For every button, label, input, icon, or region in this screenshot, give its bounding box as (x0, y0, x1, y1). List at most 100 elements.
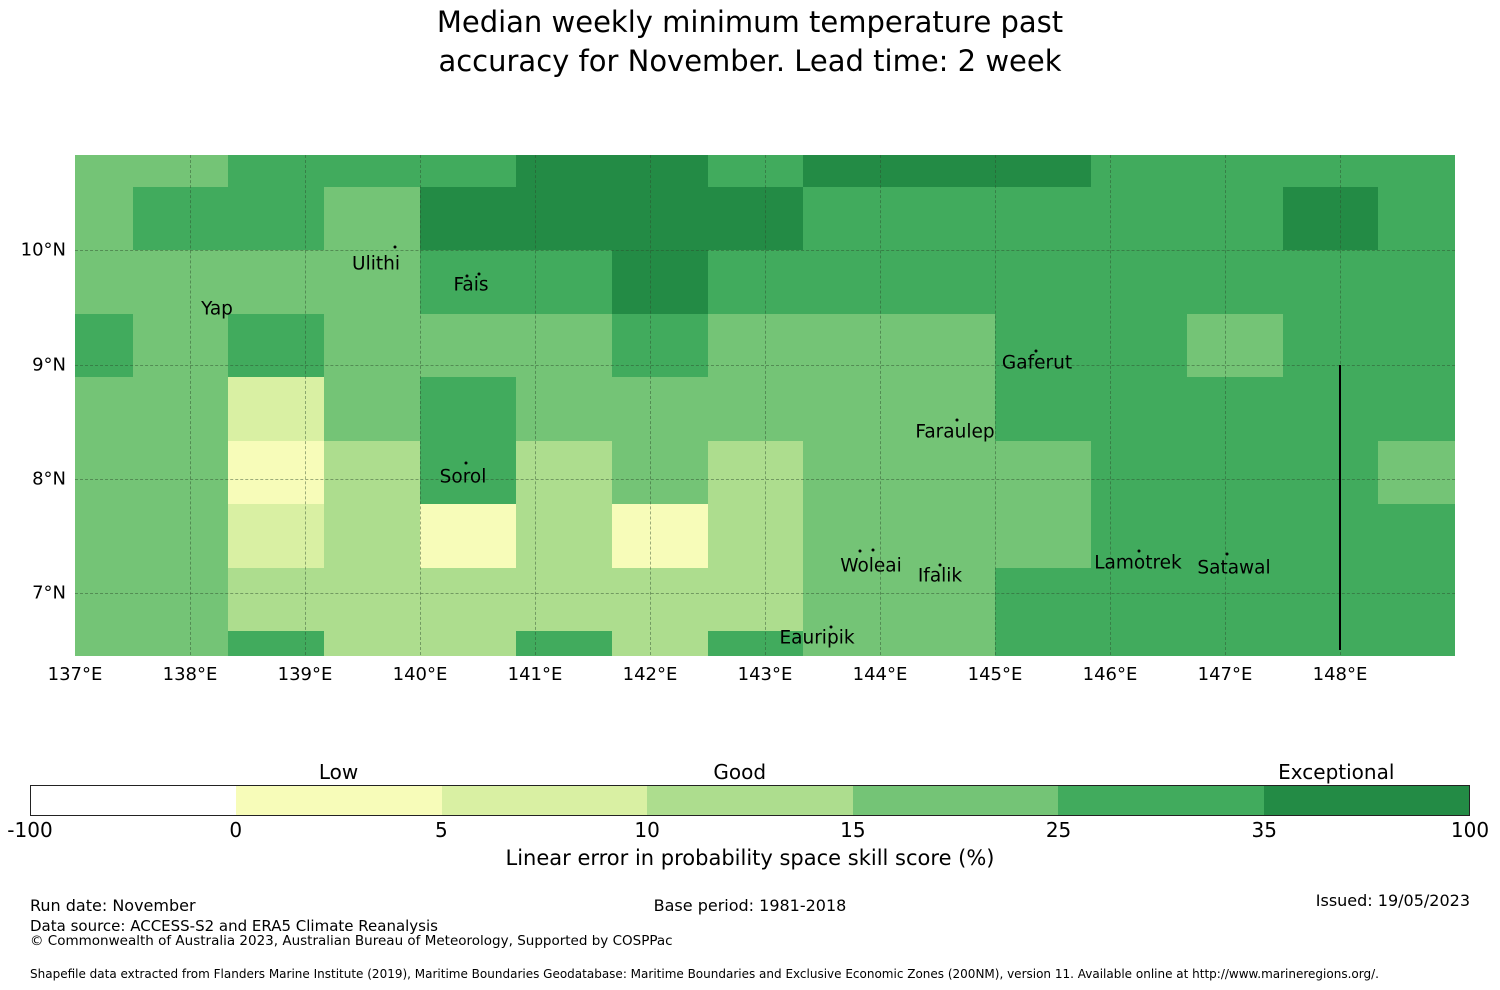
map-cell (228, 504, 325, 569)
map-cell (707, 250, 804, 315)
map-cell (707, 155, 804, 188)
map-cell (420, 313, 517, 378)
map-cell (515, 504, 613, 569)
colorbar-tick-label: -100 (7, 818, 53, 842)
map-cell (803, 631, 900, 656)
x-tick-label: 144°E (852, 664, 908, 685)
map-cell (324, 631, 421, 656)
map-cell (803, 504, 900, 569)
map-cell (1186, 155, 1283, 188)
island-dot (1225, 552, 1229, 556)
x-tick-label: 148°E (1312, 664, 1368, 685)
x-tick-label: 142°E (622, 664, 678, 685)
map-cell (515, 313, 613, 378)
map-cell (1282, 186, 1379, 251)
map-cell (228, 155, 325, 188)
map-cell (75, 504, 133, 569)
map-cell (899, 440, 996, 505)
map-cell (515, 567, 613, 632)
map-cell (324, 250, 421, 315)
map-cell (611, 631, 708, 656)
colorbar-tick-label: 0 (229, 818, 243, 842)
map-cell (132, 504, 229, 569)
gridline-vertical (420, 155, 421, 655)
map-cell (75, 631, 133, 656)
x-tick-label: 140°E (392, 664, 448, 685)
island-label: Yap (201, 298, 233, 320)
map-cell (420, 567, 517, 632)
map-cell (324, 567, 421, 632)
x-tick-label: 138°E (162, 664, 218, 685)
map-cell (611, 440, 708, 505)
gridline-vertical (305, 155, 306, 655)
map-cell (1378, 155, 1456, 188)
map-cell (75, 567, 133, 632)
map-cell (515, 155, 613, 188)
map-cell (707, 186, 804, 251)
map-cell (995, 250, 1092, 315)
map-cell (611, 250, 708, 315)
map-cell (1378, 440, 1456, 505)
map-cell (995, 504, 1092, 569)
map-cell (899, 313, 996, 378)
footer-copyright: © Commonwealth of Australia 2023, Austra… (30, 933, 673, 949)
colorbar-tick-label: 35 (1251, 818, 1278, 842)
map-cell (420, 250, 517, 315)
colorbar-segment (1058, 786, 1264, 815)
map-cell (75, 313, 133, 378)
map-cell (995, 567, 1092, 632)
map-cell (1378, 631, 1456, 656)
map-cell (611, 377, 708, 442)
island-label: Fais (453, 274, 489, 296)
map-cell (1378, 377, 1456, 442)
map-cell (324, 186, 421, 251)
map-cell (707, 631, 804, 656)
map-cell (132, 567, 229, 632)
island-label: Satawal (1197, 557, 1271, 579)
gridline-horizontal (75, 593, 1455, 595)
map-cell (1186, 631, 1283, 656)
map-cell (1378, 186, 1456, 251)
map-cell (1186, 440, 1283, 505)
colorbar-category-label: Exceptional (1278, 760, 1395, 784)
island-label: Woleai (840, 555, 902, 577)
map-cell (707, 377, 804, 442)
gridline-vertical (1225, 155, 1226, 655)
map-cell (1186, 250, 1283, 315)
map-cell (228, 250, 325, 315)
colorbar-tick-label: 10 (634, 818, 660, 842)
island-dot (1034, 349, 1038, 353)
island-label: Eauripik (779, 627, 855, 649)
map-cell (611, 155, 708, 188)
colorbar-tick-label: 15 (840, 818, 866, 842)
map-cell (707, 440, 804, 505)
map-cell (803, 440, 900, 505)
island-label: Ulithi (352, 253, 400, 275)
map-cell (75, 186, 133, 251)
map-cell (420, 504, 517, 569)
x-tick-label: 143°E (737, 664, 793, 685)
map-cell (899, 504, 996, 569)
map-cell (899, 250, 996, 315)
map-cell (1090, 186, 1188, 251)
map-cell (611, 313, 708, 378)
map-cell (1090, 313, 1188, 378)
map-cell (995, 313, 1092, 378)
map-cell (420, 186, 517, 251)
footer-shapefile-note: Shapefile data extracted from Flanders M… (30, 967, 1379, 981)
island-label: Ifalik (917, 565, 963, 587)
y-tick-label: 8°N (32, 468, 66, 490)
map-cell (515, 186, 613, 251)
island-label: Faraulep (915, 421, 995, 443)
map-cell (228, 186, 325, 251)
map-cell (75, 155, 133, 188)
gridline-vertical (535, 155, 536, 655)
colorbar-tick-label: 100 (1450, 818, 1490, 842)
map-cell (515, 631, 613, 656)
map-cell (132, 155, 229, 188)
map-cell (132, 186, 229, 251)
map-cell (899, 186, 996, 251)
y-tick-label: 9°N (32, 354, 66, 376)
x-tick-label: 137°E (47, 664, 103, 685)
